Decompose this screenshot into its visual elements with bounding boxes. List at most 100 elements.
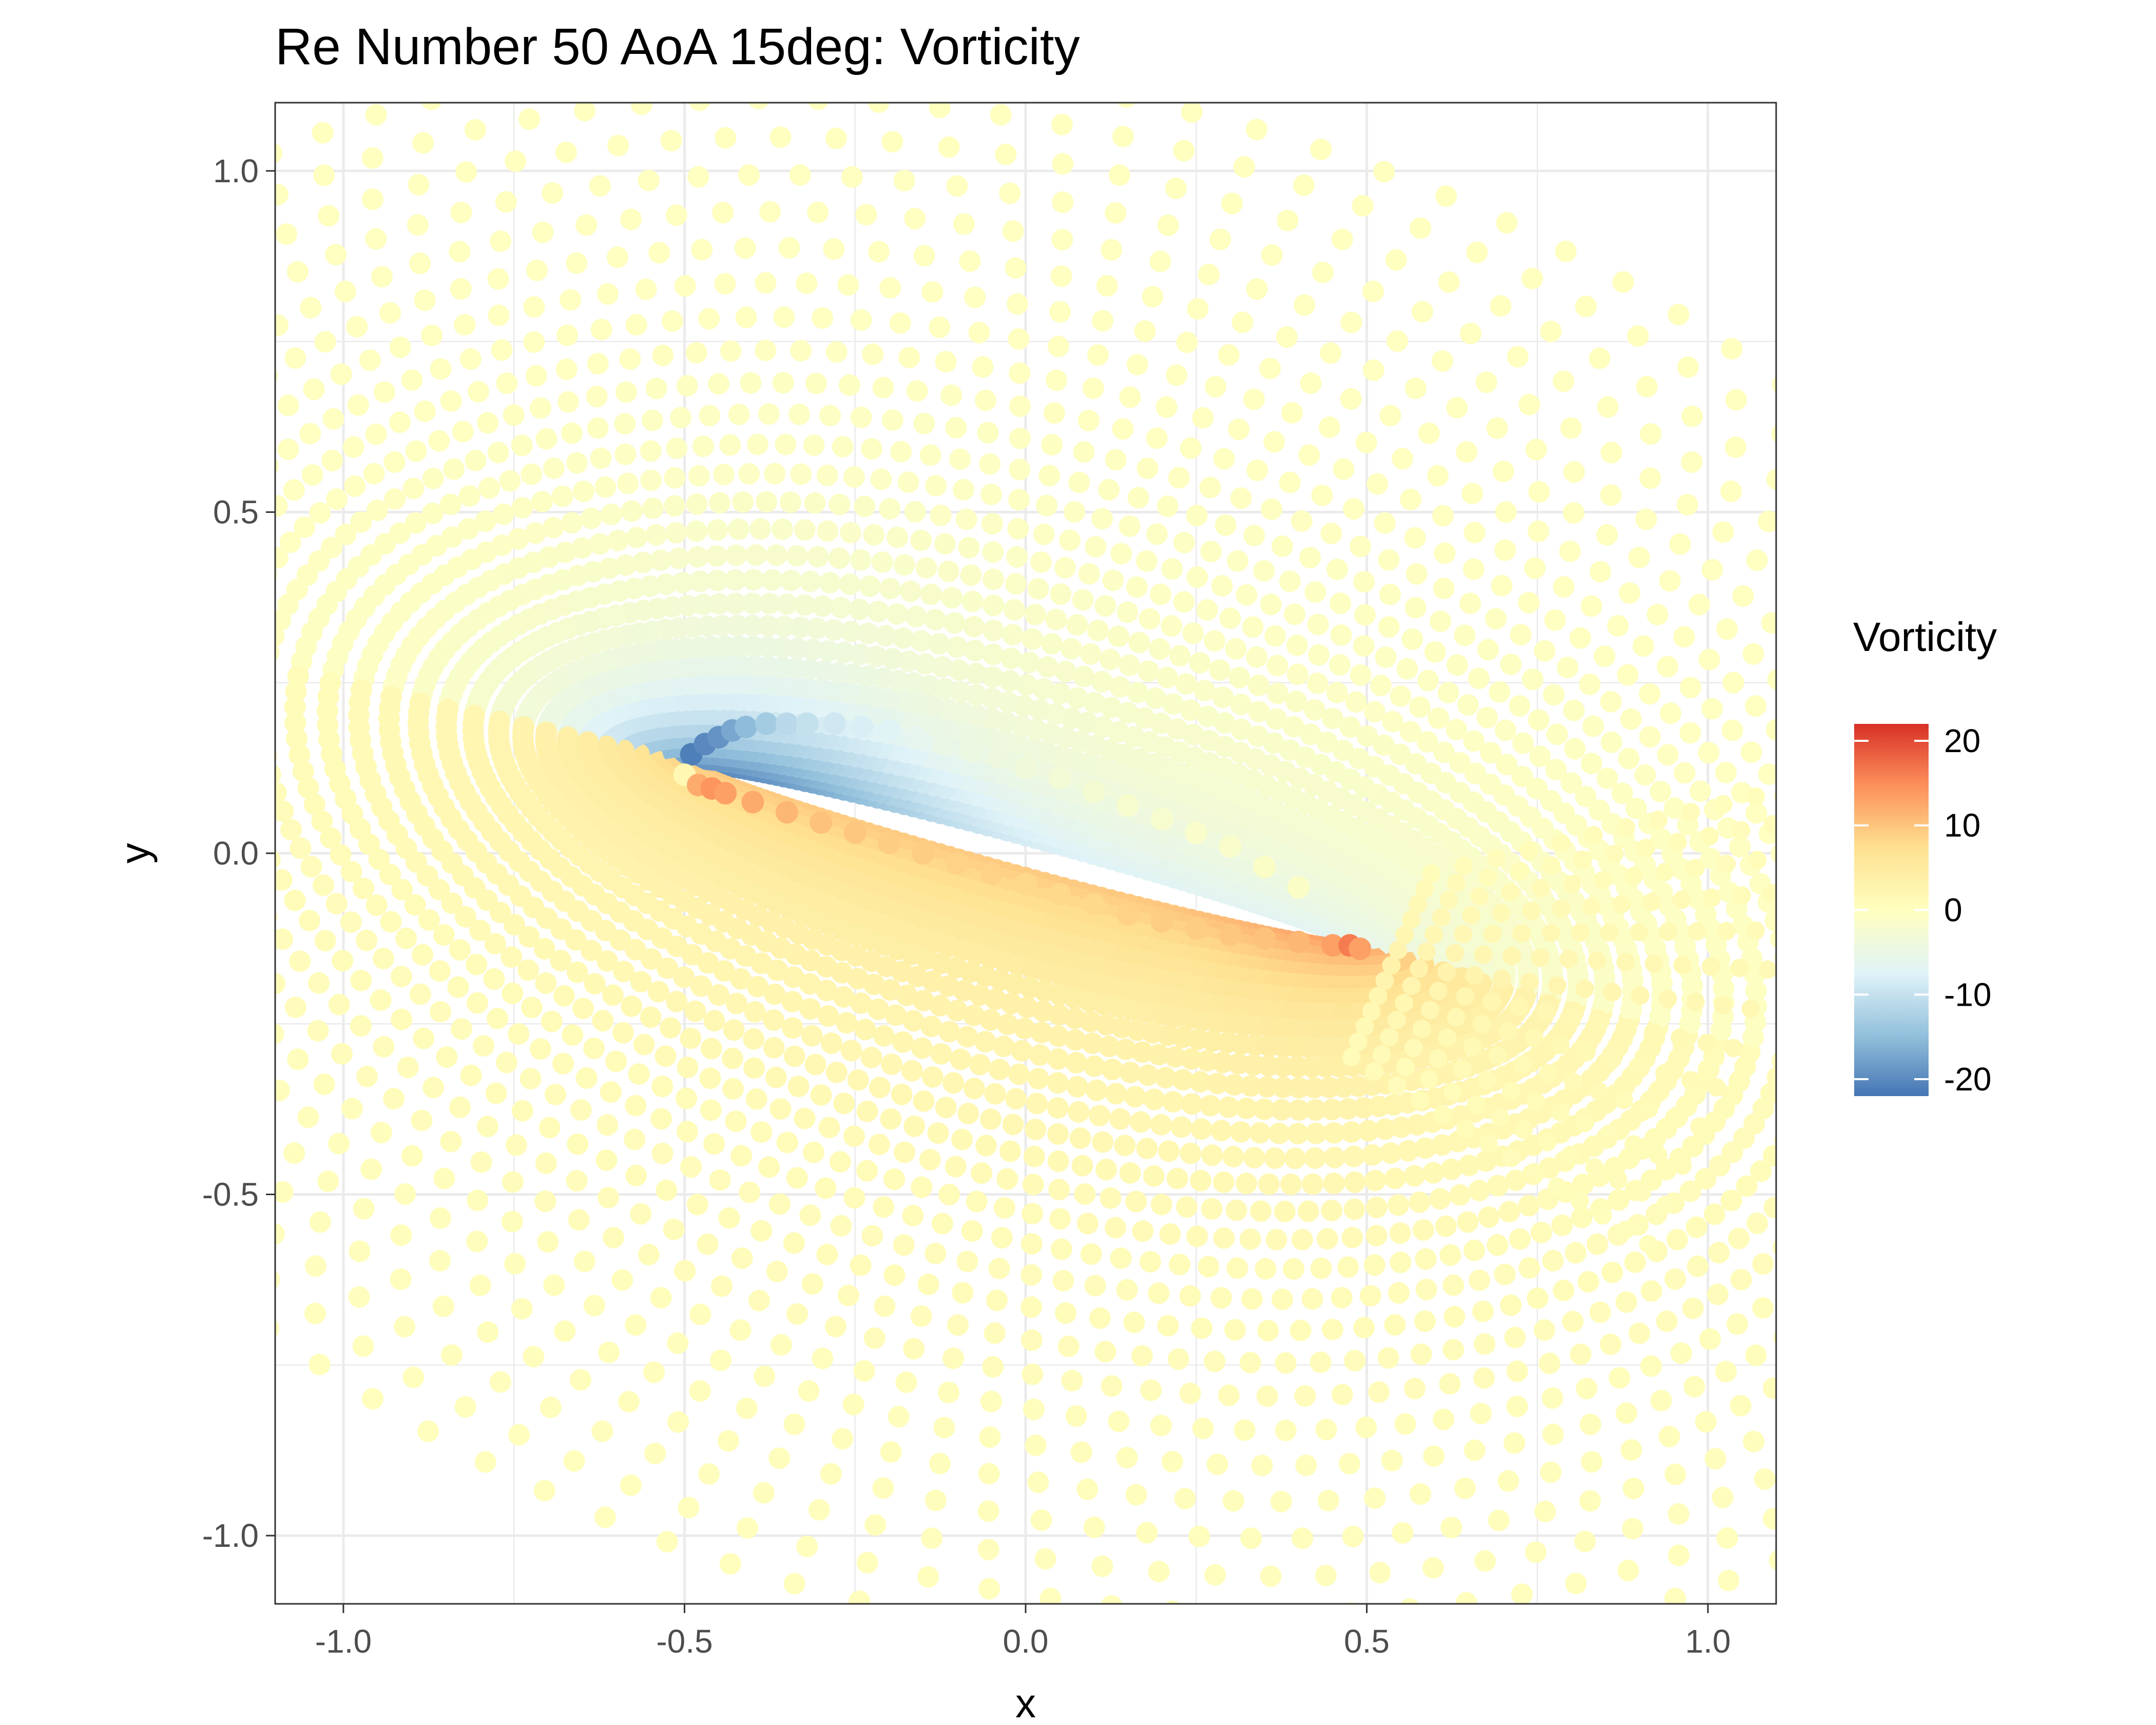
data-point: [861, 438, 883, 460]
data-point: [618, 1391, 640, 1413]
data-point: [275, 1023, 284, 1045]
data-point: [1490, 295, 1512, 317]
data-point: [655, 573, 677, 595]
data-point: [1215, 514, 1237, 536]
data-point: [674, 275, 696, 297]
data-point: [312, 122, 334, 144]
data-point: [1699, 648, 1721, 670]
data-point: [550, 918, 572, 940]
data-point: [1285, 691, 1307, 713]
data-point: [615, 381, 637, 403]
data-point: [837, 274, 859, 296]
data-point: [1189, 1071, 1211, 1093]
data-point: [979, 1426, 1001, 1448]
data-point: [710, 1349, 732, 1371]
data-point: [505, 150, 527, 172]
data-point: [237, 1150, 258, 1172]
data-point: [1689, 780, 1711, 802]
data-point: [807, 201, 829, 223]
data-point: [1199, 476, 1221, 499]
data-point: [1495, 501, 1517, 523]
data-point: [1293, 174, 1315, 196]
data-point: [614, 443, 637, 465]
data-point: [1793, 542, 1815, 563]
data-point: [1564, 1072, 1583, 1091]
data-point: [1277, 209, 1299, 232]
data-point: [1284, 1147, 1306, 1170]
data-point: [1323, 1173, 1345, 1195]
data-point: [1008, 489, 1030, 511]
data-point: [1763, 1144, 1776, 1166]
data-point: [1043, 402, 1065, 424]
data-point: [1211, 575, 1233, 597]
data-point: [430, 358, 452, 380]
data-point: [775, 433, 797, 455]
data-point: [1634, 764, 1656, 786]
data-point: [1315, 1564, 1337, 1586]
data-point: [1050, 265, 1072, 287]
data-point: [525, 365, 547, 387]
data-point: [1778, 1017, 1800, 1038]
data-point: [1454, 925, 1473, 944]
data-point: [1330, 624, 1352, 646]
data-point: [390, 1224, 412, 1246]
data-point: [850, 1254, 872, 1276]
data-point: [1029, 1044, 1051, 1066]
data-point: [1176, 1196, 1198, 1218]
data-point: [331, 1043, 353, 1065]
data-point: [621, 995, 643, 1018]
data-point: [645, 524, 667, 546]
data-point: [1542, 924, 1561, 943]
data-point: [1092, 1131, 1114, 1153]
data-point: [1788, 640, 1810, 661]
data-point: [1544, 609, 1566, 631]
data-point: [1389, 1222, 1411, 1244]
data-point: [469, 1274, 491, 1296]
data-point: [275, 314, 288, 336]
data-point: [1538, 1133, 1557, 1152]
data-point: [1283, 716, 1305, 738]
data-point: [990, 104, 1012, 126]
data-point: [1230, 694, 1252, 716]
data-point: [1580, 1413, 1602, 1435]
data-point: [1600, 923, 1619, 942]
data-point: [686, 493, 708, 515]
data-point: [1483, 992, 1502, 1011]
data-point: [1715, 1360, 1737, 1383]
data-point: [697, 952, 719, 974]
data-point: [495, 191, 517, 213]
data-point: [283, 1142, 305, 1164]
data-point: [433, 924, 455, 946]
data-point: [764, 983, 786, 1005]
data-point: [1305, 1099, 1327, 1121]
data-point: [1179, 1382, 1201, 1404]
data-point: [1468, 667, 1490, 689]
data-point: [1359, 1285, 1381, 1307]
data-point: [1154, 1067, 1177, 1089]
data-point: [1292, 1527, 1314, 1549]
data-point: [572, 998, 594, 1020]
data-point: [1548, 976, 1567, 995]
data-point: [254, 412, 275, 433]
data-point: [1247, 674, 1269, 696]
data-point: [275, 928, 294, 950]
data-point: [883, 1168, 906, 1190]
data-point: [1100, 697, 1122, 719]
data-point: [1272, 535, 1294, 558]
data-point: [977, 1500, 999, 1522]
data-point: [881, 131, 903, 153]
data-point: [1474, 945, 1493, 964]
data-point: [477, 412, 499, 434]
data-point: [1640, 1355, 1662, 1377]
y-tick-label: 0.5: [213, 493, 259, 530]
data-point: [284, 696, 306, 718]
data-point: [1272, 1077, 1294, 1099]
data-point: [1563, 1007, 1582, 1026]
data-point: [389, 336, 411, 358]
data-point: [371, 266, 393, 288]
data-point: [277, 394, 299, 416]
data-point: [489, 902, 511, 924]
data-point: [1091, 508, 1113, 530]
data-point: [753, 1482, 775, 1504]
data-point: [1050, 1238, 1072, 1260]
